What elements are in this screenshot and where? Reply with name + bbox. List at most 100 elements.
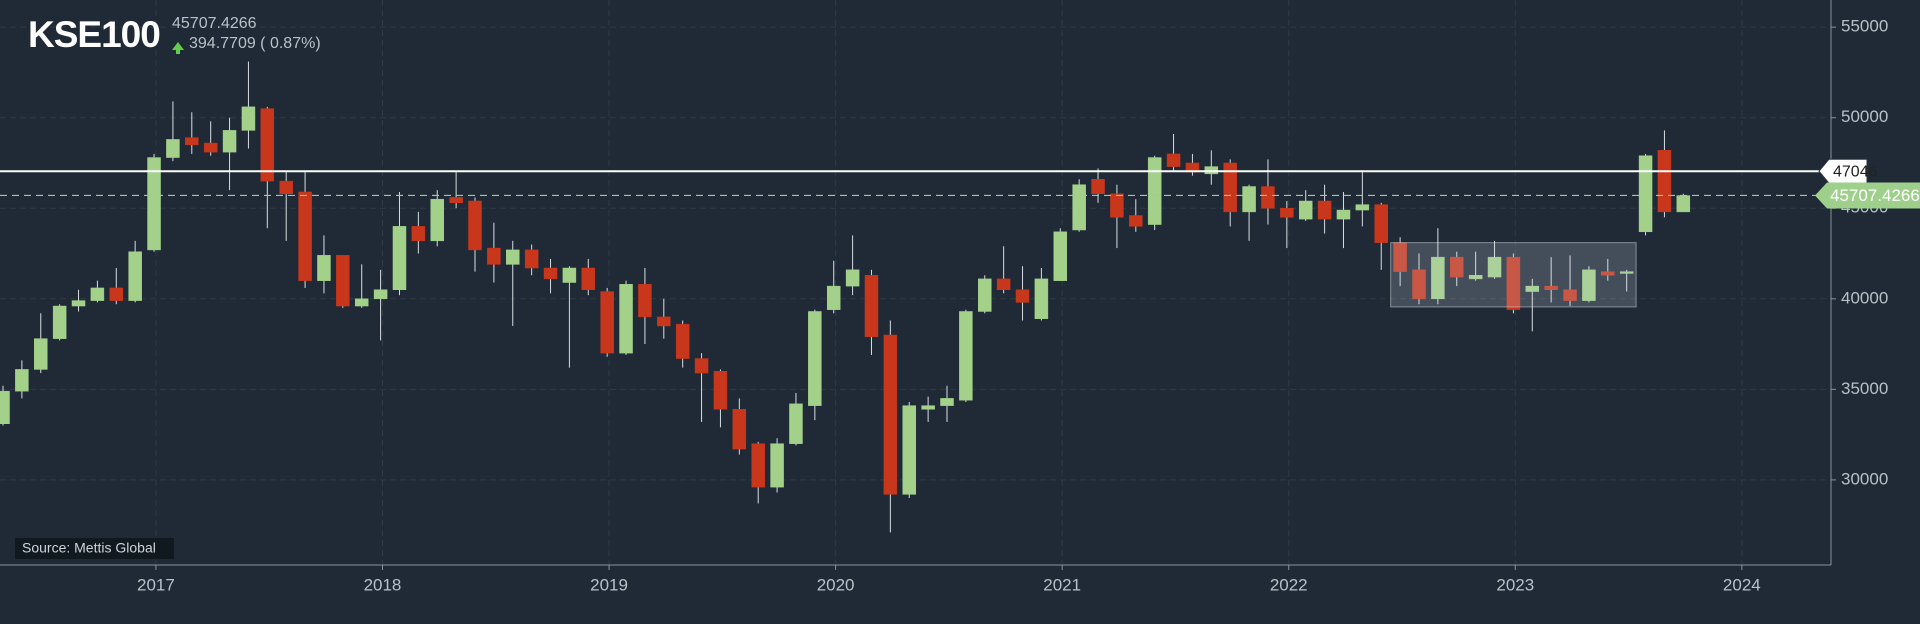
candle-body — [1601, 271, 1615, 276]
candle-body — [940, 398, 954, 406]
candle-body — [1468, 275, 1483, 280]
candle-body — [1053, 231, 1068, 281]
candle-body — [222, 130, 237, 153]
candle-body — [1091, 179, 1105, 195]
candle-body — [562, 267, 577, 283]
candle-body — [260, 108, 275, 182]
candle-body — [1412, 269, 1426, 300]
candle-body — [1072, 184, 1086, 231]
candle-body — [864, 275, 879, 338]
last-price-label: 45707.4266 — [1830, 186, 1920, 205]
candle-body — [581, 267, 596, 290]
candle-body — [52, 305, 67, 339]
candle-body — [1619, 271, 1634, 274]
x-tick-label: 2018 — [364, 575, 402, 594]
candle-body — [90, 287, 105, 301]
candle-body — [524, 249, 539, 269]
x-tick-label: 2023 — [1496, 575, 1534, 594]
candle-body — [808, 311, 822, 406]
candle-body — [392, 226, 407, 290]
candle-body — [713, 370, 728, 410]
candle-body — [1506, 256, 1521, 310]
candle-body — [1166, 153, 1181, 167]
candle-body — [1544, 285, 1558, 290]
candle-body — [770, 443, 784, 488]
candle-body — [826, 285, 841, 310]
candle-body — [1355, 204, 1370, 211]
chart-title: KSE100 — [28, 14, 160, 55]
candle-body — [638, 284, 652, 318]
candle-body — [959, 311, 973, 401]
y-tick-label: 30000 — [1841, 469, 1888, 488]
candle-body — [1431, 256, 1445, 300]
candle-body — [619, 284, 633, 354]
candle-body — [317, 255, 331, 281]
y-tick-label: 35000 — [1841, 379, 1888, 398]
x-tick-label: 2022 — [1270, 575, 1308, 594]
candle-body — [1657, 150, 1672, 213]
x-tick-label: 2019 — [590, 575, 628, 594]
candles — [0, 61, 1691, 533]
candle-body — [883, 334, 898, 495]
candle-body — [1374, 204, 1388, 243]
candle-body — [1525, 285, 1540, 292]
candle-body — [449, 197, 463, 204]
candle-body — [279, 180, 293, 195]
candle-body — [203, 142, 218, 153]
candle-body — [354, 298, 369, 307]
candle-body — [166, 139, 180, 158]
candle-body — [1223, 162, 1237, 213]
candle-body — [789, 403, 803, 444]
candle-body — [1015, 289, 1030, 303]
last-price: 45707.4266 — [172, 15, 257, 32]
candle-body — [902, 405, 916, 495]
y-tick-label: 55000 — [1841, 17, 1888, 36]
candle-body — [1129, 215, 1143, 227]
candle-body — [185, 137, 199, 146]
candle-body — [1563, 289, 1577, 301]
candle-body — [1676, 195, 1691, 213]
up-arrow — [172, 42, 184, 54]
candle-body — [241, 106, 256, 131]
price-change: 394.7709 ( 0.87%) — [189, 35, 321, 52]
candle-body — [1638, 155, 1653, 233]
candle-body — [543, 267, 558, 280]
candle-body — [1450, 256, 1464, 278]
candle-body — [978, 278, 992, 312]
candle-body — [430, 198, 444, 242]
candle-body — [109, 287, 124, 301]
hline-label: 47046 — [1833, 163, 1878, 180]
candle-body — [71, 300, 86, 307]
candle-body — [657, 316, 671, 327]
candle-body — [468, 200, 482, 251]
candle-body — [1034, 278, 1049, 319]
candle-body — [298, 191, 312, 281]
candle-body — [128, 251, 142, 301]
source-box — [15, 538, 174, 559]
candle-body — [600, 291, 614, 354]
x-tick-label: 2024 — [1723, 575, 1761, 594]
candle-body — [1298, 200, 1313, 220]
candle-body — [336, 255, 350, 307]
candle-body — [694, 358, 709, 374]
y-tick-label: 50000 — [1841, 107, 1888, 126]
candle-body — [1147, 157, 1162, 225]
x-tick-label: 2020 — [817, 575, 855, 594]
candle-body — [1582, 269, 1596, 301]
candle-body — [751, 443, 765, 488]
grid — [0, 0, 1836, 570]
candle-body — [921, 405, 935, 410]
hline-label-box — [1818, 158, 1868, 184]
candle-body — [675, 323, 690, 359]
candle-body — [1242, 186, 1256, 213]
source: Source: Mettis Global — [22, 540, 156, 556]
candle-body — [845, 269, 860, 287]
x-tick-label: 2017 — [137, 575, 175, 594]
candle-body — [1317, 200, 1332, 220]
y-tick-label: 40000 — [1841, 288, 1888, 307]
candle-body — [506, 249, 520, 265]
candle-body — [411, 226, 426, 242]
candle-body — [1336, 209, 1351, 220]
